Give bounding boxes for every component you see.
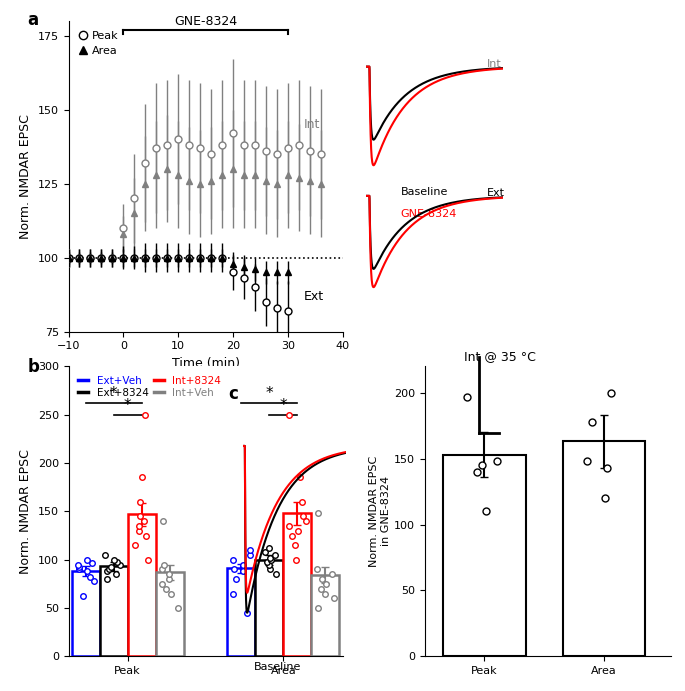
Text: Int: Int bbox=[487, 59, 502, 68]
Text: *: * bbox=[279, 397, 287, 413]
Text: Int @ 35 °C: Int @ 35 °C bbox=[464, 350, 536, 363]
Text: Int: Int bbox=[304, 118, 321, 131]
Text: *: * bbox=[124, 397, 132, 413]
Bar bbox=[155, 572, 184, 656]
Bar bbox=[443, 455, 525, 656]
Text: Ext: Ext bbox=[487, 188, 505, 198]
Text: *: * bbox=[266, 386, 273, 401]
Bar bbox=[99, 567, 127, 656]
Bar bbox=[563, 442, 645, 656]
Bar bbox=[284, 513, 312, 656]
Text: GNE-8324: GNE-8324 bbox=[401, 209, 457, 219]
Text: Ext: Ext bbox=[304, 290, 324, 303]
Y-axis label: Norm. NMDAR EPSC
in GNE-8324: Norm. NMDAR EPSC in GNE-8324 bbox=[369, 456, 391, 567]
Bar bbox=[256, 560, 284, 656]
Y-axis label: Norm. NMDAR EPSC: Norm. NMDAR EPSC bbox=[19, 449, 32, 574]
Y-axis label: Norm. NMDAR EPSC: Norm. NMDAR EPSC bbox=[19, 114, 32, 238]
Text: c: c bbox=[227, 385, 238, 403]
Legend: Peak, Area: Peak, Area bbox=[74, 26, 123, 61]
Bar bbox=[127, 514, 155, 656]
Text: b: b bbox=[27, 357, 39, 375]
Text: *: * bbox=[110, 386, 117, 401]
Text: GNE-8324: GNE-8324 bbox=[174, 15, 237, 28]
X-axis label: Time (min): Time (min) bbox=[171, 357, 240, 370]
Legend: Ext+Veh, Ext+8324, Int+8324, Int+Veh: Ext+Veh, Ext+8324, Int+8324, Int+Veh bbox=[74, 372, 225, 402]
Bar bbox=[72, 571, 99, 656]
Text: Baseline: Baseline bbox=[253, 662, 301, 672]
Text: a: a bbox=[27, 11, 38, 30]
Bar bbox=[227, 569, 256, 656]
Bar bbox=[312, 575, 339, 656]
Text: Baseline: Baseline bbox=[401, 187, 448, 198]
